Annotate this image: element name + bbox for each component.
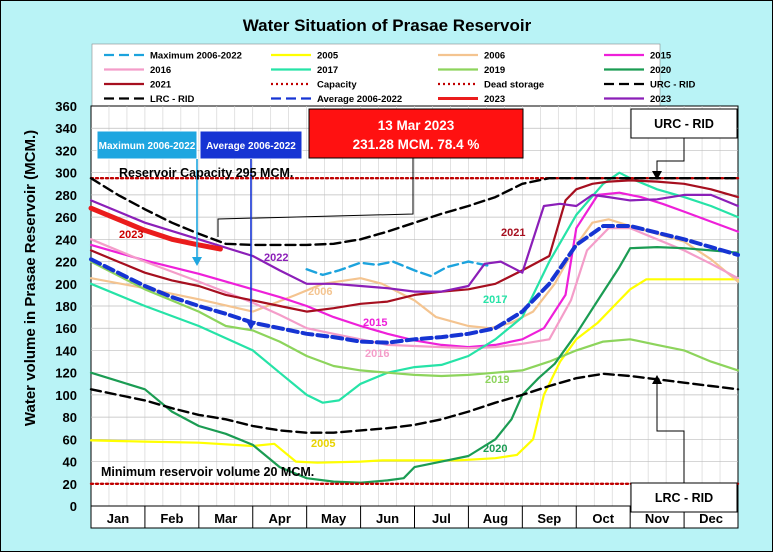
legend-label: 2023 <box>650 94 671 105</box>
y-tick-label: 160 <box>55 321 77 336</box>
series-line-2023 <box>89 193 740 293</box>
legend-label: 2005 <box>317 51 339 62</box>
callout-leader <box>217 158 414 237</box>
legend-box <box>91 43 661 107</box>
legend-label: Dead storage <box>484 80 544 91</box>
series-line-maximum-2006-2022 <box>305 260 492 278</box>
lrc-callout-label: LRC - RID <box>655 491 713 505</box>
y-tick-label: 240 <box>55 232 77 247</box>
series-line-2016 <box>89 227 740 350</box>
legend-label: LRC - RID <box>150 94 194 105</box>
capacity-text: Reservoir Capacity 295 MCM. <box>119 166 293 180</box>
legend-label: 2023 <box>484 94 505 105</box>
current-value-callout <box>308 108 524 159</box>
legend-label: 2016 <box>150 65 171 76</box>
y-tick-label: 320 <box>55 143 77 158</box>
legend-label: URC - RID <box>650 80 696 91</box>
y-tick-label: 140 <box>55 343 77 358</box>
x-tick-label: Oct <box>592 511 614 526</box>
x-tick-label: Mar <box>214 511 237 526</box>
legend-label: 2006 <box>484 51 505 62</box>
lrc-leader <box>656 382 685 483</box>
average-callout-label: Average 2006-2022 <box>206 141 296 152</box>
maximum-callout <box>96 130 198 160</box>
series-annotation-2005: 2005 <box>311 438 335 450</box>
y-tick-label: 100 <box>55 388 77 403</box>
callout-date: 13 Mar 2023 <box>378 118 455 133</box>
urc-arrowhead <box>652 171 662 180</box>
y-tick-label: 300 <box>55 166 77 181</box>
series-annotation-2020: 2020 <box>483 443 507 455</box>
lrc-arrowhead <box>652 375 662 384</box>
series-annotation-2021: 2021 <box>501 227 525 239</box>
series-lines <box>88 171 740 485</box>
y-tick-label: 120 <box>55 366 77 381</box>
x-tick-label: Aug <box>483 511 508 526</box>
minimum-text: Minimum reservoir volume 20 MCM. <box>101 465 314 479</box>
legend-label: 2019 <box>484 65 505 76</box>
legend-label: Maximum 2006-2022 <box>150 51 242 62</box>
y-tick-label: 340 <box>55 121 77 136</box>
urc-callout-label: URC - RID <box>654 117 714 131</box>
y-tick-label: 220 <box>55 255 77 270</box>
average-arrowhead <box>246 321 256 330</box>
series-annotation-2023: 2023 <box>119 229 143 241</box>
legend-label: 2021 <box>150 80 172 91</box>
urc-callout <box>630 108 738 139</box>
x-tick-label: Jun <box>376 511 399 526</box>
chart-title: Water Situation of Prasae Reservoir <box>243 16 532 35</box>
y-tick-label: 360 <box>55 99 77 114</box>
x-tick-label: Feb <box>160 511 183 526</box>
series-line-average-2006-2022 <box>89 224 740 345</box>
y-tick-label: 280 <box>55 188 77 203</box>
y-tick-label: 60 <box>63 432 77 447</box>
y-tick-label: 0 <box>70 499 77 514</box>
y-tick-label: 260 <box>55 210 77 225</box>
x-axis-ticks: Jan Feb Mar Apr May Jun Jul Aug Sep Oct Nov Dec <box>90 505 739 529</box>
x-tick-label: Sep <box>537 511 561 526</box>
series-annotation-2019: 2019 <box>485 374 509 386</box>
y-tick-label: 180 <box>55 299 77 314</box>
series-line-2020 <box>89 246 740 484</box>
series-line-2023 <box>88 205 223 252</box>
maximum-arrowhead <box>192 257 202 266</box>
x-tick-label: Jan <box>107 511 129 526</box>
series-annotation-2017: 2017 <box>483 294 507 306</box>
urc-leader <box>656 138 685 173</box>
x-tick-label: Apr <box>269 511 291 526</box>
legend-label: Capacity <box>317 80 357 91</box>
series-line-2015 <box>89 191 740 349</box>
callout-value: 231.28 MCM. 78.4 % <box>353 137 480 152</box>
y-tick-label: 20 <box>63 477 77 492</box>
series-line-lrc-rid <box>89 372 740 434</box>
series-line-2005 <box>89 278 740 464</box>
series-line-urc-rid <box>89 176 740 247</box>
legend-label: 2017 <box>317 65 338 76</box>
series-annotation-2022: 2022 <box>264 252 288 264</box>
annotations: 13 Mar 2023 231.28 MCM. 78.4 % Maximum 200… <box>96 108 738 513</box>
y-axis-ticks: 0 20 40 60 80 100 120 140 160 180 200 220 240 260 280 3… <box>55 99 77 514</box>
legend-label: Average 2006-2022 <box>317 94 402 105</box>
y-tick-label: 80 <box>63 410 77 425</box>
y-axis-label: Water volume in Prasae Reservoir (MCM.) <box>22 130 39 426</box>
legend-label: 2015 <box>650 51 672 62</box>
legend-label: 2020 <box>650 65 671 76</box>
series-annotation-2015: 2015 <box>363 317 387 329</box>
x-tick-label: Nov <box>645 511 670 526</box>
series-annotation-2006: 2006 <box>308 286 332 298</box>
x-tick-label: Jul <box>432 511 451 526</box>
x-tick-label: May <box>321 511 347 526</box>
series-annotation-2016: 2016 <box>365 348 389 360</box>
y-tick-label: 40 <box>63 455 77 470</box>
y-tick-label: 200 <box>55 277 77 292</box>
average-callout <box>199 130 303 160</box>
x-tick-label: Dec <box>699 511 723 526</box>
series-line-2019 <box>89 260 740 378</box>
legend: Maximum 2006-2022 2005 2006 2015 2016 2017 201… <box>104 51 696 105</box>
maximum-callout-label: Maximum 2006-2022 <box>99 141 196 152</box>
